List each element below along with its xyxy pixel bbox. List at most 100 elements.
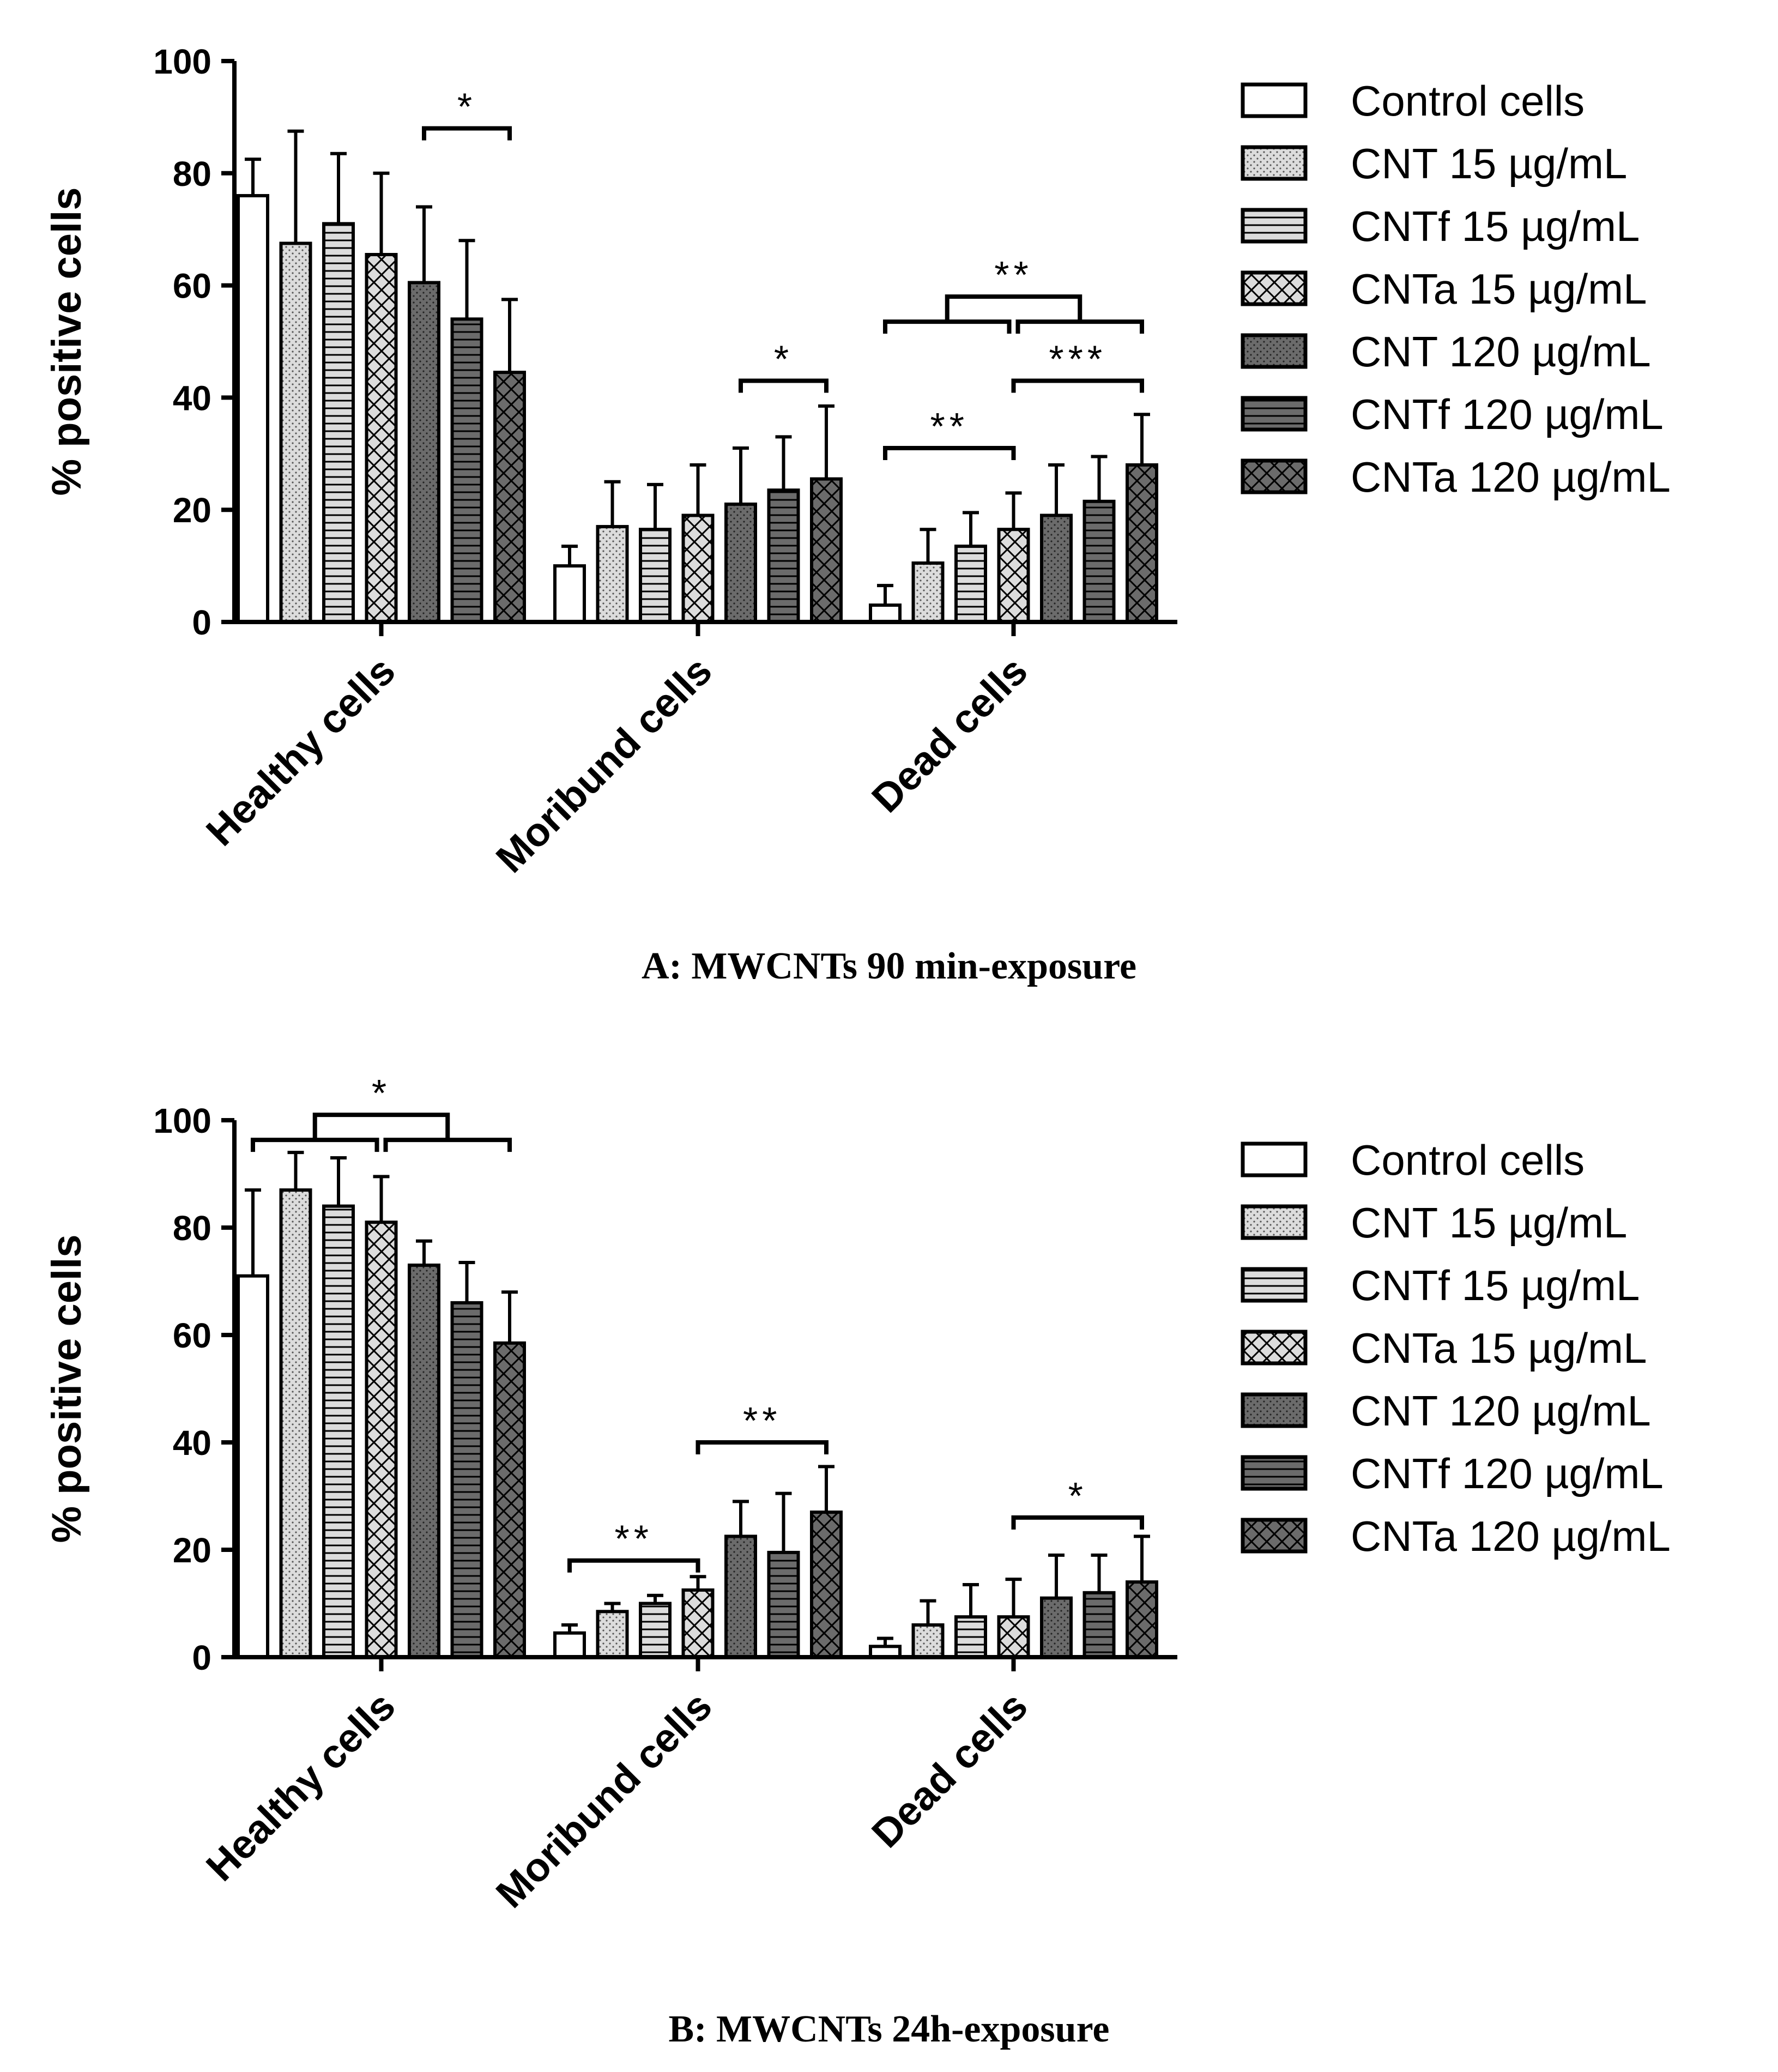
x-category-label: Dead cells: [863, 648, 1036, 821]
bar: [596, 525, 629, 624]
x-category-label: Moribund cells: [487, 648, 721, 881]
y-tick-label: 80: [173, 1209, 211, 1248]
bar: [408, 281, 440, 624]
bar: [408, 1263, 440, 1659]
bar: [553, 1631, 586, 1659]
legend-swatch: [1241, 82, 1308, 118]
y-tick-label: 100: [153, 1101, 211, 1140]
significance-bracket: [883, 446, 1016, 461]
significance-stars: ***: [1049, 338, 1106, 380]
panel-b: 0 20 40 60 80 100 % positive cells Healthy cell…: [44, 1072, 1671, 2050]
bar: [954, 1615, 987, 1659]
y-tick-label: 100: [153, 42, 211, 81]
legend-swatch: [1241, 145, 1308, 181]
legend-swatch: [1241, 208, 1308, 244]
y-tick-label: 40: [173, 1423, 211, 1463]
bar: [681, 514, 715, 624]
significance-bracket: [1011, 378, 1144, 393]
significance-stars: *: [774, 338, 793, 380]
legend-swatch: [1241, 458, 1308, 494]
bar: [724, 1535, 757, 1659]
bar: [639, 528, 672, 624]
significance-bracket: [945, 294, 1082, 322]
bar: [810, 477, 843, 624]
significance-bracket: [1015, 319, 1144, 334]
legend-label: CNT 120 µg/mL: [1351, 328, 1651, 376]
bar: [681, 1588, 715, 1659]
bar: [1126, 1580, 1158, 1659]
bar: [767, 1550, 800, 1659]
y-axis-title: % positive cells: [44, 187, 90, 496]
legend-swatch: [1241, 1267, 1308, 1303]
bar: [869, 603, 902, 624]
bar: [911, 1623, 945, 1659]
legend-swatch: [1241, 1330, 1308, 1366]
y-tick-label: 20: [173, 1531, 211, 1570]
significance-bracket: [422, 126, 512, 141]
legend-swatch: [1241, 1455, 1308, 1491]
legend-label: Control cells: [1351, 77, 1585, 125]
legend-label: Control cells: [1351, 1136, 1585, 1184]
significance-stars: **: [743, 1399, 781, 1442]
legend-swatch: [1241, 1204, 1308, 1240]
x-category-label: Dead cells: [863, 1683, 1036, 1857]
bar: [1126, 463, 1158, 624]
significance-bracket: [251, 1138, 379, 1152]
bar: [997, 1615, 1030, 1659]
significance-bracket: [312, 1113, 450, 1140]
panel-caption: B: MWCNTs 24h-exposure: [669, 2008, 1110, 2050]
bar: [237, 1274, 269, 1659]
bar: [365, 1221, 398, 1659]
x-category-label: Moribund cells: [487, 1683, 721, 1917]
legend-label: CNT 15 µg/mL: [1351, 140, 1627, 188]
legend-label: CNTa 15 µg/mL: [1351, 1324, 1647, 1372]
bar: [724, 502, 757, 624]
bar: [997, 528, 1030, 624]
bar: [322, 222, 355, 624]
legend-swatch: [1241, 1392, 1308, 1428]
bar: [279, 241, 312, 624]
legend-swatch: [1241, 1518, 1308, 1554]
legend-label: CNTa 120 µg/mL: [1351, 1512, 1671, 1560]
legend-swatch: [1241, 333, 1308, 369]
significance-bracket: [383, 1138, 512, 1152]
bar: [279, 1188, 312, 1659]
legend-swatch: [1241, 270, 1308, 306]
significance-bracket: [567, 1558, 700, 1573]
legend-label: CNTa 15 µg/mL: [1351, 265, 1647, 313]
y-tick-label: 60: [173, 1316, 211, 1355]
bar: [450, 317, 483, 624]
significance-stars: *: [372, 1072, 391, 1114]
significance-stars: **: [930, 405, 969, 448]
bar: [553, 564, 586, 624]
legend-label: CNTf 120 µg/mL: [1351, 1449, 1664, 1497]
significance-bracket: [739, 378, 828, 393]
bar: [450, 1301, 483, 1659]
legend-label: CNTf 15 µg/mL: [1351, 202, 1640, 250]
significance-bracket: [1011, 1515, 1144, 1530]
legend-label: CNTf 120 µg/mL: [1351, 390, 1664, 438]
bar: [911, 561, 945, 624]
bar: [493, 1341, 526, 1659]
bar: [596, 1610, 629, 1659]
significance-bracket: [696, 1440, 828, 1454]
legend-label: CNTf 15 µg/mL: [1351, 1261, 1640, 1309]
y-tick-label: 0: [192, 603, 211, 642]
significance-stars: **: [615, 1518, 653, 1560]
bar: [1040, 514, 1073, 624]
legend-swatch: [1241, 396, 1308, 432]
y-tick-label: 40: [173, 378, 211, 418]
significance-stars: *: [457, 85, 476, 128]
bar: [954, 545, 987, 624]
legend-label: CNTa 120 µg/mL: [1351, 453, 1671, 501]
x-category-label: Healthy cells: [197, 1683, 404, 1890]
bar: [1082, 1591, 1116, 1659]
y-tick-label: 20: [173, 491, 211, 530]
bar: [767, 488, 800, 624]
bar: [1082, 499, 1116, 624]
bar: [1040, 1596, 1073, 1659]
bar: [493, 371, 526, 624]
legend-swatch: [1241, 1141, 1308, 1177]
bar: [365, 253, 398, 624]
